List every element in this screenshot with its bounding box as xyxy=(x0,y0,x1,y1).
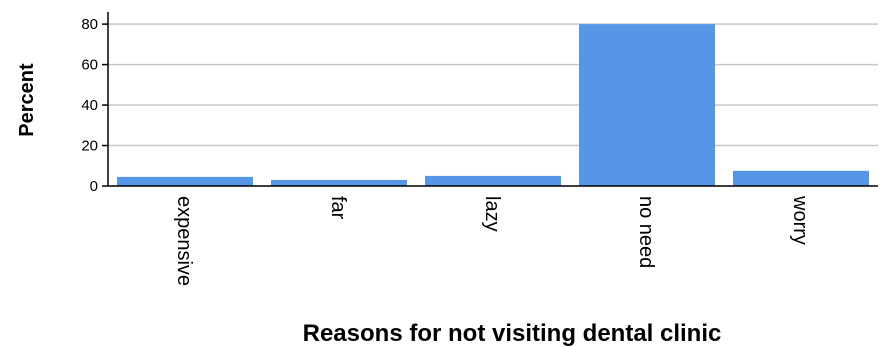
bar-lazy xyxy=(425,175,561,186)
bar-worry xyxy=(733,170,869,186)
x-tick-label-expensive: expensive xyxy=(173,196,195,286)
x-tick-labels: expensive far lazy no need worry xyxy=(173,195,811,286)
y-tick-label-80: 80 xyxy=(81,16,98,33)
y-tick-label-60: 60 xyxy=(81,57,98,74)
x-tick-label-far: far xyxy=(327,196,349,220)
bar-no-need xyxy=(579,24,715,187)
y-tick-labels: 0 20 40 60 80 xyxy=(81,16,98,195)
y-tick-label-20: 20 xyxy=(81,138,98,155)
bars xyxy=(117,24,869,187)
y-tick-label-40: 40 xyxy=(81,97,98,114)
y-axis-title: Percent xyxy=(16,63,38,137)
axes xyxy=(102,12,878,187)
x-axis-title: Reasons for not visiting dental clinic xyxy=(303,320,722,347)
bar-expensive xyxy=(117,176,253,186)
x-tick-label-no-need: no need xyxy=(635,196,657,268)
y-tick-label-0: 0 xyxy=(90,178,98,195)
grid-lines xyxy=(108,23,878,147)
x-tick-label-worry: worry xyxy=(789,195,811,245)
bar-far xyxy=(271,179,407,186)
x-tick-label-lazy: lazy xyxy=(481,196,503,232)
